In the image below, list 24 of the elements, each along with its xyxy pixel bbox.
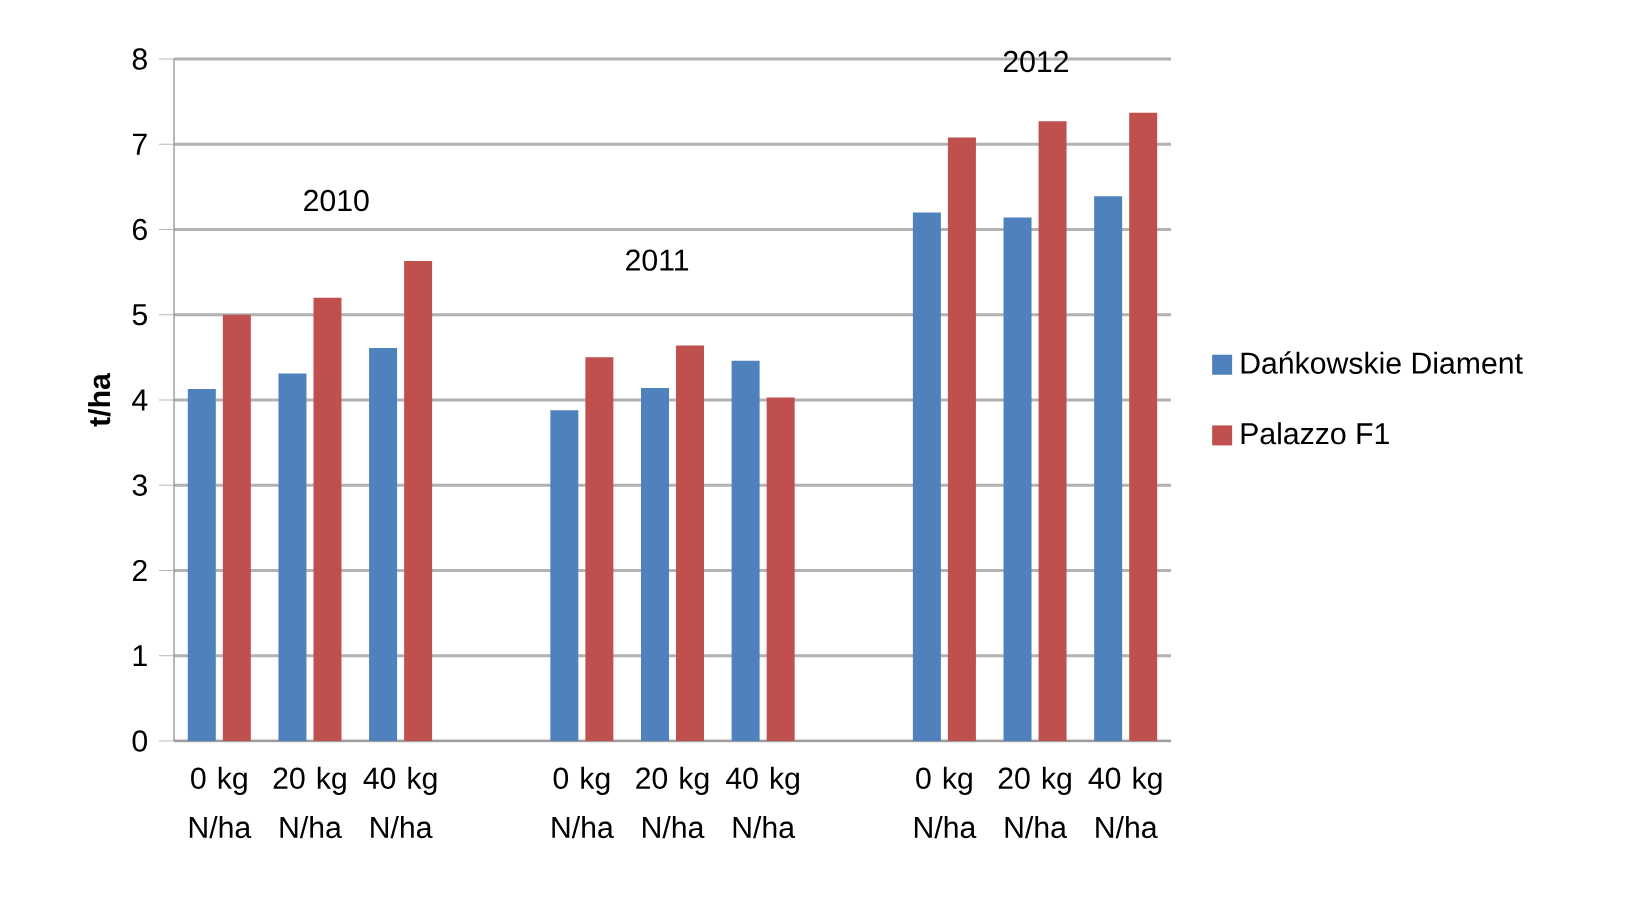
annotation: 2010 [304,189,369,212]
y-tick-label: 4 [132,389,148,411]
x-tick-label: 40 kg N/ha [363,766,437,839]
x-tick-label: 20 kg N/ha [273,766,346,839]
x-tick-label: 40 kg N/ha [726,766,799,839]
y-tick-label: 2 [132,559,147,582]
legend-label: Palazzo F1 [1241,422,1389,445]
x-tick-label: 20 kg N/ha [636,766,709,839]
y-tick-label: 7 [132,133,147,155]
y-tick-label: 5 [132,304,147,326]
x-tick-label: 0 kg N/ha [189,766,252,839]
y-tick-label: 1 [133,645,147,667]
y-axis-title: t/ha [88,372,111,427]
x-tick-label: 20 kg N/ha [998,766,1071,839]
x-tick-label: 0 kg N/ha [552,766,614,839]
annotation: 2011 [626,249,689,271]
x-tick-label: 0 kg N/ha [914,766,977,839]
y-tick-label: 8 [132,48,147,70]
y-tick-label: 3 [132,474,147,496]
legend-label: Dańkowskie Diament [1241,351,1523,374]
annotation: 2012 [1003,50,1069,73]
y-tick-label: 6 [132,218,147,241]
x-tick-label: 40 kg N/ha [1088,766,1162,839]
y-tick-label: 0 [132,730,148,752]
